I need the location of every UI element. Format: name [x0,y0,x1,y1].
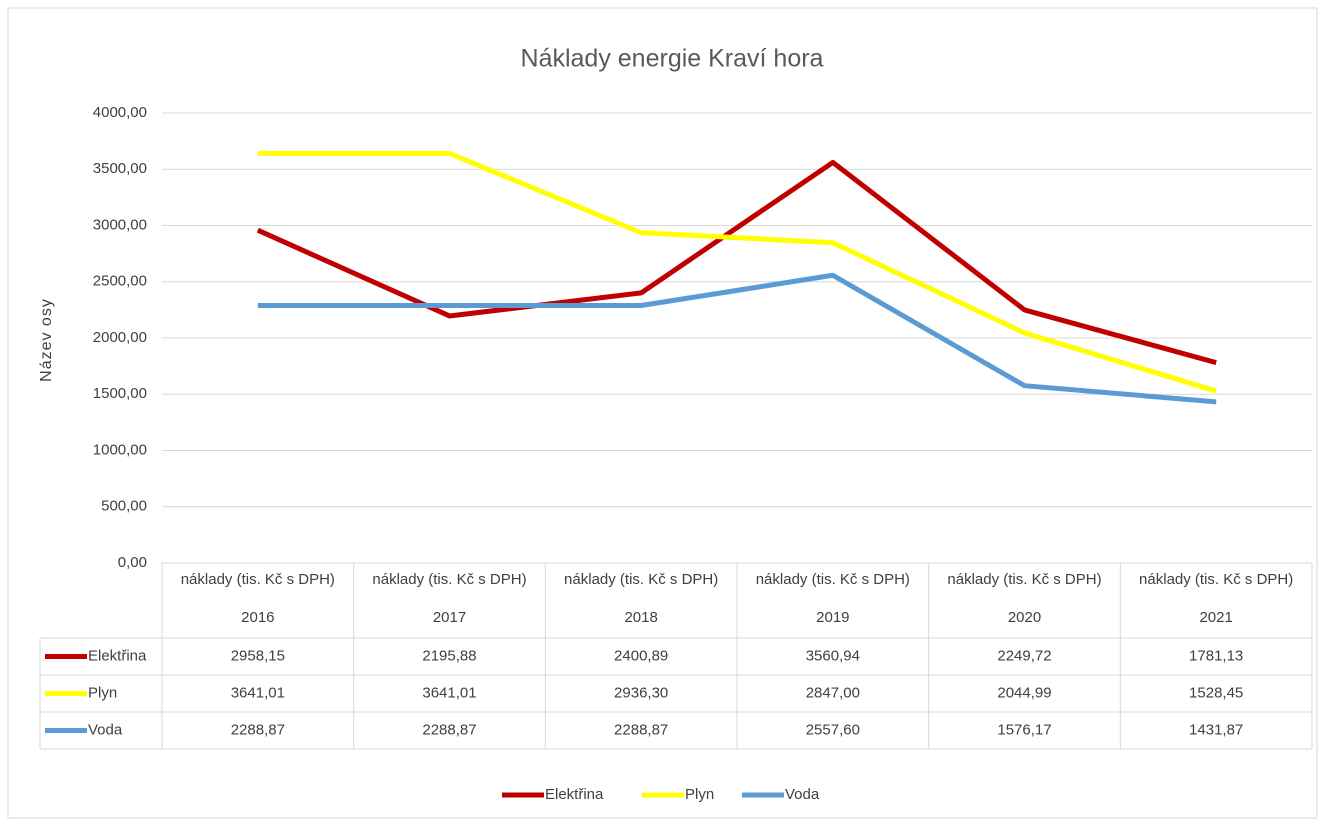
table-cell: 2288,87 [614,721,668,738]
table-cell: 2288,87 [422,721,476,738]
table-cell: 2044,99 [997,684,1051,701]
chart-title: Náklady energie Kraví hora [521,45,824,73]
table-cell: 2958,15 [231,647,285,664]
y-tick-label: 0,00 [118,554,147,571]
x-tick-label: náklady (tis. Kč s DPH) [1139,571,1293,588]
y-tick-label: 3000,00 [93,216,147,233]
table-cell: 2288,87 [231,721,285,738]
table-cell: 1431,87 [1189,721,1243,738]
table-cell: 1528,45 [1189,684,1243,701]
chart-frame [7,7,1318,819]
table-cell: 3641,01 [422,684,476,701]
table-cell: 1576,17 [997,721,1051,738]
table-cell: 2847,00 [806,684,860,701]
table-row-label: Elektřina [88,647,147,664]
table-cell: 1781,13 [1189,647,1243,664]
x-tick-label: náklady (tis. Kč s DPH) [181,571,335,588]
x-tick-label: 2020 [1008,609,1041,626]
legend-label: Elektřina [545,786,604,803]
table-cell: 3641,01 [231,684,285,701]
table-cell: 2936,30 [614,684,668,701]
table-cell: 3560,94 [806,647,860,664]
table-cell: 2249,72 [997,647,1051,664]
x-tick-label: náklady (tis. Kč s DPH) [947,571,1101,588]
y-tick-label: 500,00 [101,498,147,515]
series-line [256,159,1217,366]
x-tick-label: 2016 [241,609,274,626]
table-row-label: Voda [88,721,123,738]
y-tick-label: 1500,00 [93,385,147,402]
y-tick-label: 4000,00 [93,104,147,121]
x-tick-label: 2021 [1199,609,1232,626]
x-tick-label: 2018 [624,609,657,626]
y-axis-title: Název osy [38,298,55,382]
x-tick-label: 2019 [816,609,849,626]
x-tick-label: 2017 [433,609,466,626]
y-tick-label: 2500,00 [93,273,147,290]
y-tick-label: 3500,00 [93,160,147,177]
table-cell: 2195,88 [422,647,476,664]
table-row-label: Plyn [88,684,117,701]
table-cell: 2557,60 [806,721,860,738]
x-tick-label: náklady (tis. Kč s DPH) [372,571,526,588]
legend-label: Voda [785,786,820,803]
x-tick-label: náklady (tis. Kč s DPH) [756,571,910,588]
y-tick-label: 1000,00 [93,441,147,458]
x-tick-label: náklady (tis. Kč s DPH) [564,571,718,588]
y-tick-label: 2000,00 [93,329,147,346]
series-line [257,272,1217,405]
legend-label: Plyn [685,786,714,803]
series-line [257,150,1217,394]
table-cell: 2400,89 [614,647,668,664]
